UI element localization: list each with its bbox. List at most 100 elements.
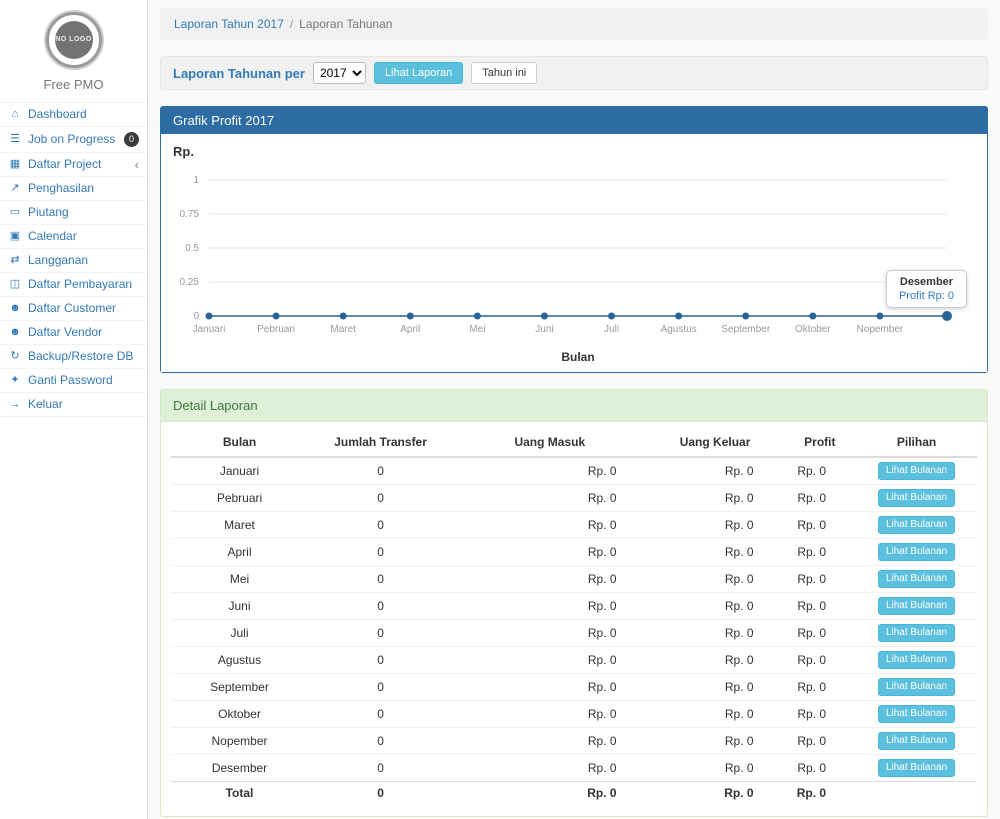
credit-card-icon: ▭ (8, 206, 22, 219)
cell-uang_masuk: Rp. 0 (453, 755, 646, 782)
table-row: Juli0Rp. 0Rp. 0Rp. 0Lihat Bulanan (171, 620, 977, 647)
chart-point-juni[interactable] (541, 313, 548, 320)
table-row: Nopember0Rp. 0Rp. 0Rp. 0Lihat Bulanan (171, 728, 977, 755)
cell-profit: Rp. 0 (784, 539, 857, 566)
y-tick-label: 0.75 (180, 209, 200, 220)
sidebar-item-label: Daftar Pembayaran (28, 278, 132, 291)
filter-label: Laporan Tahunan per (173, 66, 305, 81)
main-content: Laporan Tahun 2017/Laporan Tahunan Lapor… (148, 0, 1000, 819)
users-icon: ☻ (8, 326, 22, 339)
sidebar-item-label: Job on Progress (28, 133, 115, 146)
cell-pilihan: Lihat Bulanan (856, 539, 977, 566)
chart-point-juli[interactable] (608, 313, 615, 320)
chart-point-pebruari[interactable] (273, 313, 280, 320)
sidebar-item-label: Dashboard (28, 108, 87, 121)
column-header-profit: Profit (784, 428, 857, 457)
tooltip-title: Desember (899, 276, 954, 288)
cell-profit: Rp. 0 (784, 728, 857, 755)
chart-point-september[interactable] (742, 313, 749, 320)
chart-point-maret[interactable] (340, 313, 347, 320)
chart-point-april[interactable] (407, 313, 414, 320)
x-tick-label: Oktober (795, 324, 831, 335)
cell-jumlah_transfer: 0 (308, 593, 453, 620)
x-tick-label: Mei (469, 324, 485, 335)
table-icon: ▦ (8, 158, 22, 171)
cell-uang_masuk: Rp. 0 (453, 620, 646, 647)
lihat-bulanan-button[interactable]: Lihat Bulanan (878, 678, 955, 696)
table-row: Januari0Rp. 0Rp. 0Rp. 0Lihat Bulanan (171, 457, 977, 485)
column-header-jumlah-transfer: Jumlah Transfer (308, 428, 453, 457)
table-header-row: BulanJumlah TransferUang MasukUang Kelua… (171, 428, 977, 457)
lihat-bulanan-button[interactable]: Lihat Bulanan (878, 732, 955, 750)
sidebar-item-dashboard[interactable]: ⌂Dashboard (0, 103, 147, 127)
cell-uang_masuk: Rp. 0 (453, 593, 646, 620)
cell-profit: Rp. 0 (784, 755, 857, 782)
cell-profit: Rp. 0 (784, 512, 857, 539)
table-row: Mei0Rp. 0Rp. 0Rp. 0Lihat Bulanan (171, 566, 977, 593)
sidebar-item-langganan[interactable]: ⇄Langganan (0, 249, 147, 273)
table-row: Juni0Rp. 0Rp. 0Rp. 0Lihat Bulanan (171, 593, 977, 620)
sidebar-item-backup-restore-db[interactable]: ↻Backup/Restore DB (0, 345, 147, 369)
chart-point-desember[interactable] (942, 311, 952, 321)
sidebar-item-label: Penghasilan (28, 182, 94, 195)
year-select[interactable]: 2017 (313, 62, 366, 84)
chart-point-januari[interactable] (206, 313, 213, 320)
sidebar-item-ganti-password[interactable]: ✦Ganti Password (0, 369, 147, 393)
detail-body: BulanJumlah TransferUang MasukUang Kelua… (161, 422, 987, 816)
sidebar-item-daftar-customer[interactable]: ☻Daftar Customer (0, 297, 147, 321)
sidebar-item-daftar-project[interactable]: ▦Daftar Project‹ (0, 153, 147, 177)
lihat-bulanan-button[interactable]: Lihat Bulanan (878, 759, 955, 777)
no-logo-image: NO LOGO (46, 12, 102, 68)
cell-jumlah_transfer: 0 (308, 647, 453, 674)
x-tick-label: April (400, 324, 420, 335)
cell-pilihan: Lihat Bulanan (856, 457, 977, 485)
chart-point-nopember[interactable] (876, 313, 883, 320)
y-axis-title: Rp. (173, 144, 194, 159)
cell-pilihan: Lihat Bulanan (856, 512, 977, 539)
lihat-bulanan-button[interactable]: Lihat Bulanan (878, 489, 955, 507)
lihat-bulanan-button[interactable]: Lihat Bulanan (878, 570, 955, 588)
sidebar-item-daftar-pembayaran[interactable]: ◫Daftar Pembayaran (0, 273, 147, 297)
cell-bulan: Juli (171, 620, 308, 647)
chart-point-oktober[interactable] (809, 313, 816, 320)
sidebar-item-keluar[interactable]: →Keluar (0, 393, 147, 417)
chevron-left-icon: ‹ (135, 160, 139, 170)
profit-chart-panel: Grafik Profit 2017 Rp. 00.250.50.751Janu… (160, 106, 988, 373)
cell-bulan: Agustus (171, 647, 308, 674)
lihat-bulanan-button[interactable]: Lihat Bulanan (878, 705, 955, 723)
exchange-icon: ⇄ (8, 254, 22, 267)
x-axis-title: Bulan (209, 350, 947, 364)
breadcrumb-current: Laporan Tahunan (299, 17, 392, 31)
lihat-bulanan-button[interactable]: Lihat Bulanan (878, 462, 955, 480)
chart-point-mei[interactable] (474, 313, 481, 320)
sidebar-item-job-on-progress[interactable]: ☰Job on Progress0 (0, 127, 147, 153)
calendar-icon: ▣ (8, 230, 22, 243)
y-tick-label: 1 (193, 175, 199, 186)
tasks-icon: ☰ (8, 133, 22, 146)
lihat-laporan-button[interactable]: Lihat Laporan (374, 62, 463, 84)
cell-pilihan: Lihat Bulanan (856, 701, 977, 728)
cell-bulan: Juni (171, 593, 308, 620)
sidebar-item-daftar-vendor[interactable]: ☻Daftar Vendor (0, 321, 147, 345)
cell-uang_keluar: Rp. 0 (647, 485, 784, 512)
sidebar-item-piutang[interactable]: ▭Piutang (0, 201, 147, 225)
table-row: Maret0Rp. 0Rp. 0Rp. 0Lihat Bulanan (171, 512, 977, 539)
tahun-ini-button[interactable]: Tahun ini (471, 62, 537, 84)
chart-point-agustus[interactable] (675, 313, 682, 320)
cell-bulan: Nopember (171, 728, 308, 755)
chart-panel-title: Grafik Profit 2017 (161, 107, 987, 134)
lihat-bulanan-button[interactable]: Lihat Bulanan (878, 597, 955, 615)
breadcrumb-link[interactable]: Laporan Tahun 2017 (174, 17, 284, 31)
users-icon: ☻ (8, 302, 22, 315)
cell-pilihan: Lihat Bulanan (856, 620, 977, 647)
sidebar-item-calendar[interactable]: ▣Calendar (0, 225, 147, 249)
lihat-bulanan-button[interactable]: Lihat Bulanan (878, 516, 955, 534)
lihat-bulanan-button[interactable]: Lihat Bulanan (878, 651, 955, 669)
sidebar-item-penghasilan[interactable]: ↗Penghasilan (0, 177, 147, 201)
x-tick-label: Maret (330, 324, 356, 335)
x-tick-label: September (721, 324, 771, 335)
lihat-bulanan-button[interactable]: Lihat Bulanan (878, 543, 955, 561)
lihat-bulanan-button[interactable]: Lihat Bulanan (878, 624, 955, 642)
column-header-bulan: Bulan (171, 428, 308, 457)
cell-uang_masuk: Rp. 0 (453, 647, 646, 674)
